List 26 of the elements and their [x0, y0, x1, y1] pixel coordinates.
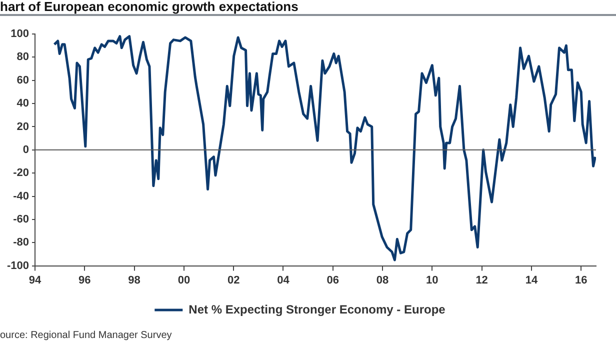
- chart-title: hart of European economic growth expectations: [0, 0, 616, 16]
- x-tick-label: 02: [227, 274, 240, 286]
- y-tick-label: 100: [10, 28, 30, 40]
- y-tick-label: 80: [16, 51, 30, 64]
- text: ource: Regional Fund Manager Survey: [0, 330, 172, 341]
- x-tick-label: 12: [476, 274, 488, 286]
- y-tick-label: 0: [22, 144, 30, 156]
- y-tick-label: -20: [13, 167, 30, 180]
- x-tick-label: 08: [376, 274, 389, 286]
- legend-label: Net % Expecting Stronger Economy - Europe: [188, 302, 446, 316]
- x-tick-label: 06: [326, 274, 340, 286]
- y-tick-label: -100: [6, 260, 30, 272]
- x-tick-label: 00: [178, 274, 190, 286]
- y-tick-label: -60: [13, 213, 30, 226]
- x-tick-label: 96: [78, 274, 91, 286]
- x-tick-label: 94: [28, 274, 42, 286]
- y-tick-label: -40: [13, 190, 30, 202]
- y-tick-label: 60: [16, 74, 30, 86]
- y-tick-label: -80: [13, 236, 30, 249]
- x-tick-label: 16: [574, 274, 588, 286]
- x-tick-label: 14: [525, 274, 538, 286]
- x-tick-label: 98: [128, 274, 140, 286]
- y-tick-label: 40: [16, 98, 30, 110]
- x-tick-label: 04: [277, 274, 290, 286]
- y-tick-label: 20: [16, 120, 30, 133]
- x-tick-label: 10: [426, 274, 438, 286]
